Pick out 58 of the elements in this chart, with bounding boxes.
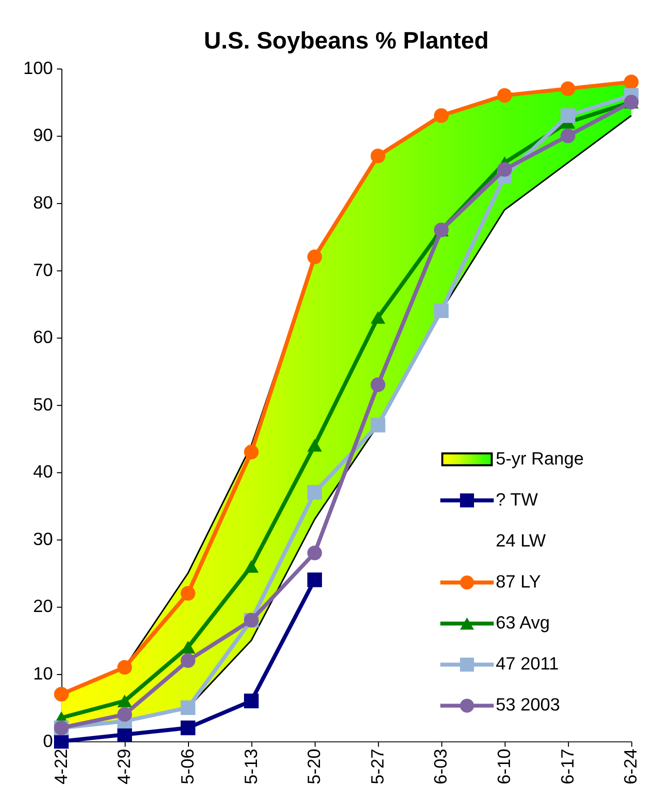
point <box>370 311 386 324</box>
point <box>434 303 449 318</box>
point <box>180 700 196 716</box>
y-tick-label: 90 <box>33 125 54 146</box>
annotation: 24 LW <box>496 530 546 550</box>
point <box>624 74 639 90</box>
point <box>370 418 386 432</box>
chart-title: U.S. Soybeans % Planted <box>204 28 489 55</box>
point <box>117 660 132 675</box>
point <box>307 485 322 500</box>
point <box>307 438 322 452</box>
point <box>307 250 322 264</box>
legend-label: 47 2011 <box>496 654 559 674</box>
point <box>560 128 576 144</box>
y-tick-label: 50 <box>33 394 54 414</box>
y-tick-label: 60 <box>33 327 54 348</box>
point <box>434 108 449 123</box>
point <box>244 444 259 460</box>
point <box>370 148 386 164</box>
legend-label: 53 2003 <box>496 694 560 715</box>
point <box>117 707 132 722</box>
legend-label: 87 LY <box>496 571 542 592</box>
legend-label: ? TW <box>496 489 538 510</box>
x-tick-label: 4-29 <box>114 748 134 784</box>
y-tick-label: 30 <box>33 528 54 549</box>
y-tick-label: 80 <box>33 192 54 213</box>
y-tick-label: 70 <box>33 260 54 280</box>
x-tick-label: 5-06 <box>177 748 198 784</box>
x-tick-label: 5-27 <box>367 748 388 784</box>
point <box>180 720 196 736</box>
point <box>244 694 259 708</box>
point <box>54 734 69 749</box>
point <box>370 377 386 392</box>
point <box>560 81 576 96</box>
x-tick-label: 6-03 <box>430 748 451 784</box>
point <box>307 546 322 560</box>
legend-label: 5-yr Range <box>496 448 584 468</box>
point <box>497 162 512 177</box>
y-tick-label: 20 <box>33 596 54 616</box>
point <box>117 694 132 708</box>
y-tick-label: 10 <box>33 663 54 684</box>
y-tick-label: 0 <box>43 730 54 751</box>
y-tick-label: 100 <box>23 58 54 78</box>
point <box>180 586 196 601</box>
point <box>244 560 259 573</box>
x-tick-label: 5-13 <box>240 748 261 784</box>
x-tick-label: 6-10 <box>494 748 514 784</box>
point <box>497 88 512 103</box>
y-tick-label: 40 <box>33 462 54 482</box>
point <box>54 686 69 702</box>
x-tick-label: 6-17 <box>557 748 578 784</box>
x-tick-label: 5-20 <box>304 748 324 784</box>
legend-label: 63 Avg <box>496 612 550 633</box>
x-tick-label: 4-22 <box>50 748 71 784</box>
point <box>307 572 322 588</box>
point <box>180 653 196 668</box>
point <box>560 108 576 123</box>
x-tick-label: 6-24 <box>620 748 641 784</box>
